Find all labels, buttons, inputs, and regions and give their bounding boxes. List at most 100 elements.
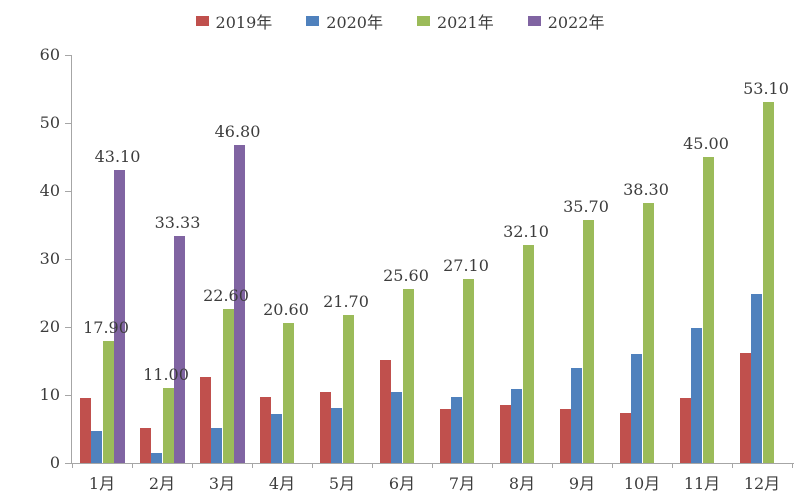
x-axis-tick (192, 463, 193, 468)
x-axis-tick (72, 463, 73, 468)
data-label: 45.00 (683, 134, 729, 153)
legend-swatch-icon (527, 16, 541, 26)
bar-2020年-2月 (151, 453, 162, 463)
x-axis-label: 4月 (268, 474, 296, 493)
y-tick-label: 40 (39, 181, 60, 200)
x-axis-label: 1月 (88, 474, 116, 493)
x-axis-tick (492, 463, 493, 468)
bar-2022年-3月 (234, 144, 245, 463)
bar-2020年-3月 (211, 427, 222, 463)
y-tick-label: 20 (39, 317, 60, 336)
y-tick-label: 10 (39, 385, 60, 404)
data-label: 38.30 (623, 179, 669, 199)
legend-item-0: 2019年 (195, 9, 273, 33)
legend-swatch-icon (306, 16, 320, 26)
x-axis-tick (252, 463, 253, 468)
bar-2021年-12月 (762, 101, 774, 463)
bar-2021年-2月 (162, 388, 174, 463)
x-axis-label: 6月 (388, 474, 416, 493)
y-axis-tick (65, 326, 72, 328)
bar-2019年-1月 (79, 397, 91, 463)
y-axis-tick (65, 190, 72, 192)
x-axis-label: 10月 (623, 474, 661, 493)
bar-2019年-12月 (739, 352, 751, 463)
bar-2019年-10月 (619, 413, 631, 463)
x-axis-label: 7月 (448, 474, 476, 493)
x-axis-tick (132, 463, 133, 468)
data-label: 17.90 (83, 318, 129, 338)
y-axis-tick (65, 258, 72, 260)
legend-item-2: 2021年 (417, 9, 494, 33)
legend-label: 2019年 (215, 13, 273, 32)
x-axis-tick (612, 463, 613, 468)
bar-2021年-5月 (342, 315, 354, 463)
bar-2021年-8月 (522, 244, 534, 463)
legend-label: 2020年 (326, 13, 383, 32)
bar-2021年-3月 (222, 309, 234, 463)
data-label: 21.70 (323, 292, 369, 312)
bar-2019年-11月 (679, 398, 691, 463)
y-axis-tick (65, 394, 72, 396)
bar-2019年-9月 (559, 409, 571, 463)
legend-swatch-icon (195, 16, 209, 26)
bar-2020年-7月 (451, 397, 462, 463)
y-tick-label: 50 (39, 113, 60, 132)
x-axis (65, 463, 794, 464)
y-tick-label: 60 (39, 45, 60, 64)
legend-label: 2021年 (437, 13, 494, 32)
legend-item-1: 2020年 (306, 9, 383, 33)
x-axis-tick (372, 463, 373, 468)
legend-item-3: 2022年 (527, 9, 605, 33)
x-axis-label: 12月 (743, 474, 781, 493)
y-axis-tick (65, 462, 72, 464)
x-axis-tick (792, 463, 793, 468)
bar-2021年-4月 (282, 322, 294, 463)
y-axis-tick (65, 122, 72, 124)
bar-2020年-1月 (91, 431, 102, 463)
x-axis-label: 3月 (208, 474, 236, 493)
x-axis-label: 5月 (328, 474, 356, 493)
data-label: 27.10 (443, 255, 489, 275)
bar-2020年-9月 (571, 367, 582, 463)
x-axis-tick (432, 463, 433, 468)
bar-2020年-11月 (691, 327, 702, 463)
data-label: 11.00 (143, 365, 189, 385)
legend-label: 2022年 (547, 13, 605, 32)
data-label: 53.10 (743, 78, 789, 98)
bar-2019年-3月 (199, 376, 211, 463)
bar-2021年-10月 (642, 202, 654, 463)
bar-2020年-6月 (391, 392, 402, 463)
bar-2021年-6月 (402, 288, 414, 463)
bar-2021年-7月 (462, 278, 474, 463)
bar-2019年-2月 (139, 427, 151, 463)
bar-2019年-8月 (499, 404, 511, 463)
x-axis-tick (312, 463, 313, 468)
y-tick-label: 0 (49, 453, 60, 472)
data-label: 46.80 (214, 121, 261, 141)
bar-2020年-10月 (631, 354, 642, 463)
data-label: 20.60 (263, 299, 309, 319)
bar-2019年-7月 (439, 409, 451, 463)
bar-2020年-12月 (751, 294, 762, 463)
x-axis-tick (672, 463, 673, 468)
x-axis-label: 9月 (568, 474, 596, 493)
data-label: 22.60 (203, 286, 249, 306)
bar-2020年-4月 (271, 414, 282, 463)
data-label: 32.10 (503, 221, 549, 241)
bar-2019年-4月 (259, 397, 271, 463)
bar-2019年-6月 (379, 359, 391, 463)
bar-2019年-5月 (319, 392, 331, 463)
x-axis-tick (732, 463, 733, 468)
legend: 2019年 2020年 2021年 2022年 (0, 9, 800, 33)
bar-2022年-2月 (174, 236, 185, 463)
x-axis-label: 2月 (148, 474, 176, 493)
y-axis (71, 55, 72, 464)
bar-2021年-11月 (702, 157, 714, 463)
data-label: 35.70 (563, 197, 609, 217)
data-label: 43.10 (94, 146, 141, 166)
x-axis-label: 11月 (683, 474, 721, 493)
bar-2021年-9月 (582, 220, 594, 463)
bar-2022年-1月 (114, 169, 125, 463)
data-label: 25.60 (383, 265, 429, 285)
